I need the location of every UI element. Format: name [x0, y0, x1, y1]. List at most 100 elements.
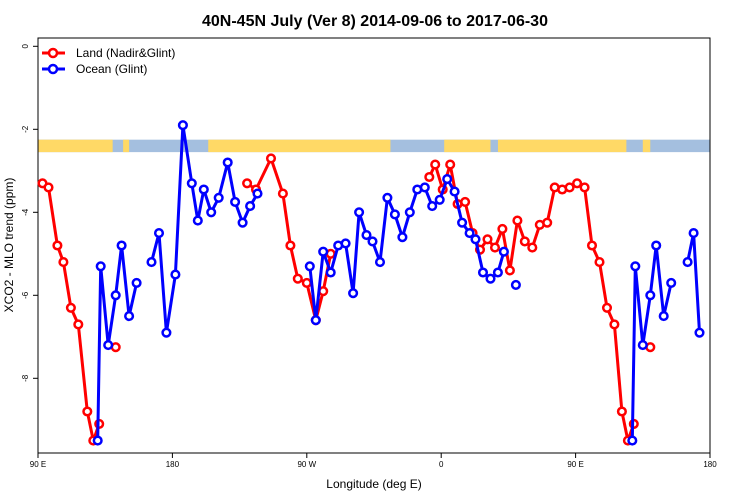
x-tick-label: 90 E	[567, 460, 583, 469]
data-point	[579, 182, 590, 193]
data-point	[230, 196, 241, 207]
data-point	[186, 178, 197, 189]
data-point	[340, 238, 351, 249]
data-point	[688, 228, 699, 239]
data-point	[367, 236, 378, 247]
data-point	[206, 207, 217, 218]
data-point	[616, 406, 627, 417]
data-point	[348, 288, 359, 299]
data-point	[110, 290, 121, 301]
data-point	[325, 267, 336, 278]
data-point	[609, 319, 620, 330]
series-ocean	[92, 120, 705, 446]
data-point	[237, 217, 248, 228]
data-point	[630, 261, 641, 272]
data-point	[374, 257, 386, 268]
land-segment	[38, 139, 113, 153]
data-point	[404, 207, 415, 218]
chart-title: 40N-45N July (Ver 8) 2014-09-06 to 2017-…	[202, 13, 548, 30]
data-point	[430, 159, 441, 170]
data-point	[52, 240, 63, 251]
data-point	[124, 311, 135, 322]
data-point	[310, 315, 321, 326]
legend-label: Ocean (Glint)	[76, 62, 147, 76]
data-point	[651, 240, 662, 251]
data-point	[153, 228, 165, 239]
data-point	[146, 257, 157, 268]
data-point	[192, 215, 203, 226]
data-point	[457, 217, 468, 228]
data-point	[527, 242, 538, 253]
y-tick-label: -4	[21, 208, 30, 216]
x-tick-label: 180	[166, 460, 180, 469]
data-point	[427, 201, 438, 212]
legend-label: Land (Nadir&Glint)	[76, 46, 175, 60]
y-tick-label: 0	[21, 44, 30, 49]
data-point	[424, 171, 435, 183]
data-point	[361, 230, 372, 241]
data-point	[318, 246, 329, 257]
data-point	[434, 194, 445, 205]
land-segment	[123, 139, 130, 153]
data-point	[292, 273, 303, 284]
data-point	[492, 267, 503, 278]
data-point	[464, 228, 475, 239]
data-point	[504, 265, 515, 276]
data-point	[43, 182, 54, 193]
data-point	[242, 178, 253, 189]
data-point	[397, 232, 408, 243]
plot-frame	[37, 37, 711, 454]
data-point	[73, 319, 84, 330]
land-segment	[444, 139, 491, 153]
land-segment	[642, 139, 651, 153]
series-land	[37, 153, 656, 446]
data-point	[277, 188, 288, 199]
data-point	[354, 207, 365, 218]
data-point	[116, 240, 127, 251]
data-point	[285, 240, 296, 251]
land-segment	[208, 139, 391, 153]
data-point	[489, 242, 501, 253]
data-point	[542, 217, 553, 228]
data-point	[131, 277, 142, 288]
data-point	[512, 215, 523, 226]
y-axis-title: XCO2 - MLO trend (ppm)	[2, 178, 16, 313]
legend-swatch-marker	[47, 47, 59, 59]
legend-swatch-marker	[47, 63, 59, 75]
data-point	[222, 157, 233, 168]
data-point	[572, 178, 583, 189]
data-point	[245, 201, 256, 212]
data-point	[382, 192, 393, 203]
data-point	[694, 327, 705, 338]
data-point	[498, 246, 509, 257]
data-point	[666, 277, 677, 288]
x-tick-label: 90 W	[297, 460, 316, 469]
data-point	[594, 257, 605, 268]
data-point	[177, 120, 188, 131]
x-axis-title: Longitude (deg E)	[326, 477, 421, 491]
data-point	[442, 174, 453, 185]
data-point	[477, 267, 489, 278]
data-point	[485, 273, 496, 284]
data-point	[519, 236, 530, 247]
data-point	[637, 340, 648, 351]
data-point	[58, 257, 69, 268]
data-point	[482, 234, 493, 245]
y-tick-label: -8	[21, 374, 30, 382]
data-point	[198, 184, 209, 195]
data-point	[601, 302, 613, 313]
y-axis: 0 -2 -4 -6 -8	[21, 44, 38, 382]
data-point	[445, 159, 456, 170]
data-point	[389, 209, 400, 220]
data-point	[564, 182, 575, 193]
data-point	[304, 261, 315, 272]
data-point	[95, 261, 106, 272]
data-point	[103, 340, 114, 351]
data-point	[645, 290, 656, 301]
x-tick-label: 0	[439, 460, 444, 469]
land-ocean-strip	[38, 139, 710, 153]
data-point	[449, 186, 460, 197]
data-point	[682, 257, 693, 268]
data-point	[265, 153, 277, 164]
